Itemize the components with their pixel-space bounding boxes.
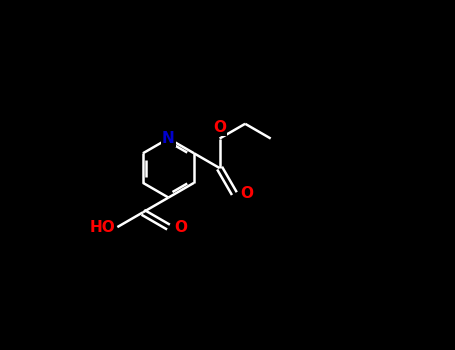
Text: HO: HO [90, 219, 116, 234]
Text: O: O [213, 120, 226, 135]
Text: O: O [241, 186, 253, 201]
Text: O: O [175, 219, 188, 234]
Text: N: N [162, 131, 175, 146]
